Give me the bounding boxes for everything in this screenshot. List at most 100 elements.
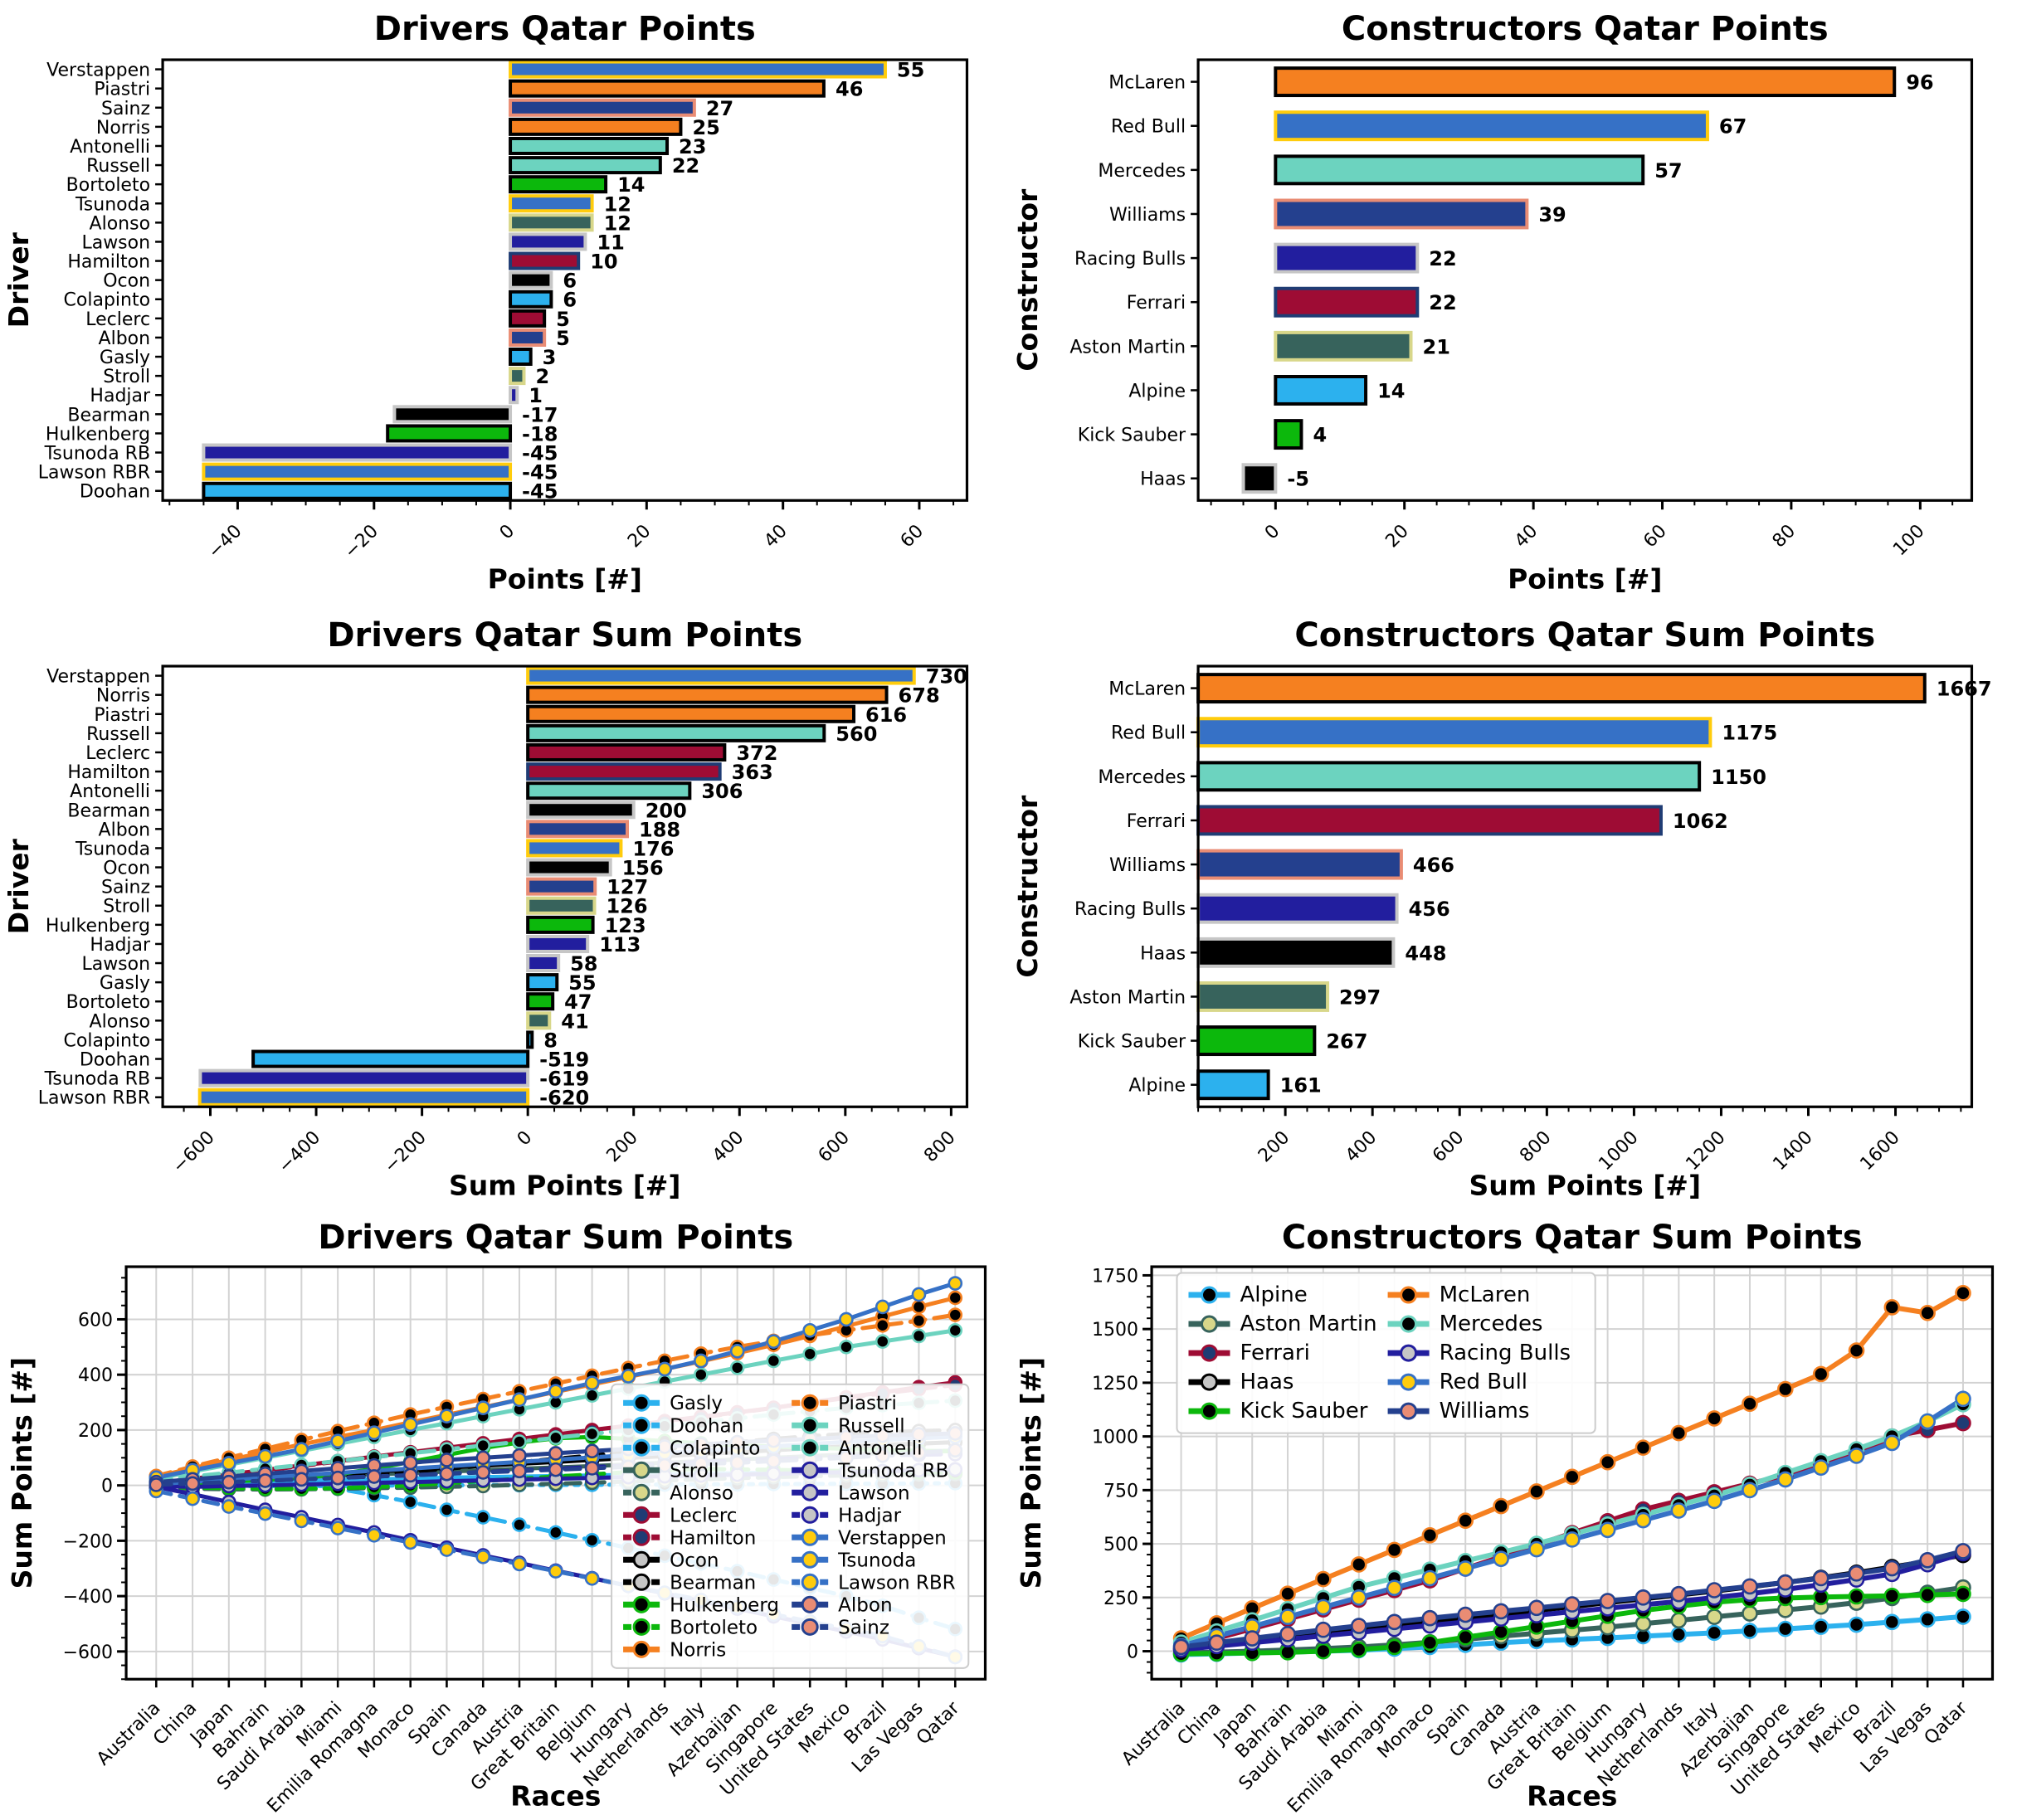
svg-text:Sum Points [#]: Sum Points [#]	[6, 1357, 38, 1589]
svg-text:Hulkenberg: Hulkenberg	[670, 1594, 779, 1616]
svg-text:Bortoleto: Bortoleto	[670, 1617, 758, 1638]
svg-text:363: 363	[732, 761, 773, 784]
svg-text:96: 96	[1906, 71, 1933, 95]
svg-text:Leclerc: Leclerc	[670, 1505, 737, 1526]
svg-text:McLaren: McLaren	[1439, 1282, 1530, 1307]
svg-text:Norris: Norris	[96, 118, 150, 139]
svg-text:23: 23	[679, 135, 706, 158]
svg-text:27: 27	[706, 97, 733, 120]
svg-text:616: 616	[865, 703, 907, 727]
svg-text:Sum Points [#]: Sum Points [#]	[1469, 1170, 1701, 1202]
svg-text:Tsunoda: Tsunoda	[75, 839, 150, 860]
constructors-points-bar-chart: Constructors Qatar Points Constructors Q…	[1008, 0, 2017, 607]
svg-text:Ferrari: Ferrari	[1240, 1341, 1309, 1365]
svg-text:600: 600	[78, 1310, 113, 1331]
svg-text:0: 0	[101, 1476, 113, 1496]
svg-text:372: 372	[736, 742, 777, 765]
svg-text:-619: -619	[539, 1068, 589, 1091]
svg-text:Ferrari: Ferrari	[1126, 293, 1185, 314]
svg-text:730: 730	[926, 665, 967, 689]
svg-text:Alpine: Alpine	[1128, 381, 1186, 401]
svg-text:127: 127	[607, 876, 648, 899]
svg-text:Norris: Norris	[96, 686, 150, 707]
svg-text:306: 306	[701, 780, 743, 803]
svg-text:466: 466	[1412, 854, 1454, 877]
svg-text:448: 448	[1405, 942, 1446, 966]
svg-text:8: 8	[543, 1029, 558, 1053]
svg-text:Races: Races	[1527, 1779, 1617, 1812]
svg-text:Red Bull: Red Bull	[1439, 1370, 1527, 1394]
svg-text:6: 6	[563, 289, 577, 312]
bar-chart-canvas: Drivers Qatar Points Verstappen 55 Piastri 4…	[0, 0, 1009, 607]
svg-text:Colapinto: Colapinto	[64, 1031, 151, 1052]
svg-text:1667: 1667	[1936, 678, 1991, 701]
svg-text:267: 267	[1326, 1030, 1367, 1054]
svg-text:5: 5	[556, 327, 570, 350]
svg-text:Norris: Norris	[670, 1639, 726, 1661]
svg-text:Gasly: Gasly	[100, 348, 150, 368]
svg-text:297: 297	[1339, 986, 1381, 1010]
svg-text:Driver: Driver	[2, 231, 35, 328]
svg-text:1: 1	[529, 384, 543, 407]
svg-text:Sainz: Sainz	[101, 878, 150, 898]
svg-text:Tsunoda RB: Tsunoda RB	[44, 1069, 150, 1090]
svg-text:39: 39	[1538, 203, 1566, 226]
svg-text:Drivers Qatar Sum Points: Drivers Qatar Sum Points	[318, 1219, 793, 1257]
svg-text:Constructors Qatar Sum Points: Constructors Qatar Sum Points	[1294, 616, 1875, 655]
bar-chart-canvas: Constructors Qatar Points McLaren 96 Red Bu…	[1008, 0, 2017, 607]
svg-text:-5: -5	[1287, 468, 1309, 491]
svg-text:Lawson RBR: Lawson RBR	[838, 1572, 955, 1594]
svg-text:Haas: Haas	[1140, 944, 1186, 965]
svg-text:Bortoleto: Bortoleto	[66, 175, 150, 196]
svg-text:Stroll: Stroll	[103, 367, 150, 387]
svg-text:Albon: Albon	[838, 1594, 892, 1616]
svg-text:25: 25	[692, 116, 719, 139]
svg-text:Bearman: Bearman	[670, 1572, 756, 1594]
svg-text:Tsunoda: Tsunoda	[75, 194, 150, 215]
svg-text:200: 200	[646, 800, 687, 823]
svg-text:Doohan: Doohan	[670, 1415, 743, 1437]
svg-text:400: 400	[78, 1365, 113, 1386]
svg-text:Lawson RBR: Lawson RBR	[38, 463, 150, 484]
svg-text:Aston Martin: Aston Martin	[1069, 988, 1186, 1009]
svg-text:5: 5	[556, 308, 570, 331]
svg-text:1175: 1175	[1722, 722, 1777, 745]
constructors-sum-points-line-chart: Constructors Qatar Sum Points Constructo…	[1008, 1213, 2017, 1820]
svg-text:Lawson: Lawson	[81, 232, 150, 253]
svg-text:Alpine: Alpine	[1240, 1282, 1307, 1307]
svg-text:Alpine: Alpine	[1128, 1076, 1186, 1097]
svg-text:Lawson: Lawson	[838, 1482, 909, 1504]
svg-text:Red Bull: Red Bull	[1111, 117, 1186, 138]
svg-text:1150: 1150	[1711, 766, 1766, 789]
svg-text:Racing Bulls: Racing Bulls	[1074, 900, 1185, 921]
svg-text:57: 57	[1654, 159, 1682, 182]
svg-text:188: 188	[639, 819, 680, 842]
svg-text:12: 12	[604, 192, 631, 216]
svg-text:Tsunoda RB: Tsunoda RB	[837, 1460, 948, 1482]
svg-text:250: 250	[1104, 1589, 1138, 1609]
svg-text:Russell: Russell	[86, 724, 150, 745]
svg-text:-45: -45	[522, 442, 558, 465]
svg-text:Aston Martin: Aston Martin	[1069, 337, 1186, 358]
bar-chart-canvas: Constructors Qatar Sum Points McLaren 1667…	[1008, 606, 2017, 1214]
svg-text:Hulkenberg: Hulkenberg	[46, 916, 150, 937]
svg-text:Lawson RBR: Lawson RBR	[38, 1088, 150, 1109]
svg-text:10: 10	[590, 251, 617, 274]
svg-text:Constructor: Constructor	[1011, 795, 1044, 978]
svg-text:Red Bull: Red Bull	[1111, 723, 1186, 744]
svg-text:1000: 1000	[1092, 1427, 1138, 1448]
svg-text:6: 6	[563, 270, 577, 293]
svg-text:Doohan: Doohan	[80, 1050, 150, 1071]
svg-text:Antonelli: Antonelli	[838, 1438, 922, 1459]
svg-text:Sainz: Sainz	[838, 1617, 889, 1638]
svg-text:1062: 1062	[1672, 810, 1727, 833]
svg-text:Leclerc: Leclerc	[85, 309, 150, 330]
svg-text:Alonso: Alonso	[670, 1482, 733, 1504]
svg-text:Mercedes: Mercedes	[1098, 767, 1186, 788]
svg-text:41: 41	[561, 1010, 588, 1034]
svg-text:Verstappen: Verstappen	[838, 1527, 947, 1549]
svg-text:200: 200	[78, 1421, 113, 1442]
svg-text:−600: −600	[63, 1642, 113, 1663]
drivers-points-bar-chart: Drivers Qatar Points Drivers Qatar Point…	[0, 0, 1009, 607]
svg-text:11: 11	[597, 231, 624, 254]
